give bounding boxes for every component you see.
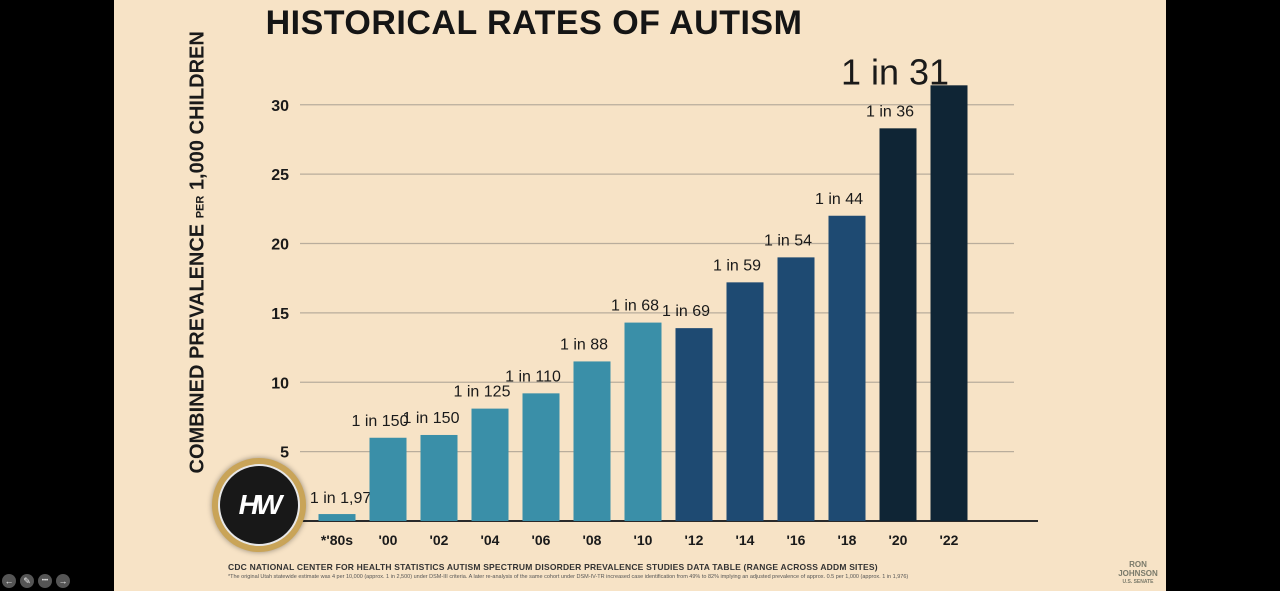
bar bbox=[420, 434, 458, 521]
next-slide-icon[interactable]: → bbox=[56, 574, 70, 588]
data-label: 1 in 1,976 bbox=[310, 490, 380, 507]
data-label: 1 in 44 bbox=[815, 191, 863, 208]
x-tick-label: '18 bbox=[838, 532, 857, 548]
data-label: 1 in 125 bbox=[454, 384, 511, 401]
data-label: 1 in 54 bbox=[764, 232, 812, 249]
data-label: 1 in 59 bbox=[713, 257, 761, 274]
menu-icon[interactable]: ••• bbox=[38, 574, 52, 588]
prev-slide-icon[interactable]: ← bbox=[2, 574, 16, 588]
y-tick-label: 15 bbox=[271, 306, 289, 323]
channel-badge-logo: HW bbox=[218, 464, 300, 546]
chart-title: HISTORICAL RATES OF AUTISM bbox=[265, 4, 803, 42]
y-tick-label: 20 bbox=[271, 237, 289, 254]
bar bbox=[522, 393, 560, 521]
data-label: 1 in 150 bbox=[403, 410, 460, 427]
senator-logo: RON JOHNSON U.S. SENATE bbox=[1111, 560, 1165, 587]
bar bbox=[777, 257, 815, 521]
data-label: 1 in 110 bbox=[505, 368, 561, 385]
bar bbox=[879, 128, 917, 521]
data-label: 1 in 150 bbox=[352, 413, 409, 430]
y-tick-label: 30 bbox=[271, 98, 289, 115]
data-label: 1 in 36 bbox=[866, 103, 914, 120]
slide-nav: ← ✎ ••• → bbox=[2, 574, 70, 588]
x-tick-label: '10 bbox=[634, 532, 653, 548]
y-tick-label: 5 bbox=[280, 445, 289, 462]
pen-tool-icon[interactable]: ✎ bbox=[20, 574, 34, 588]
bar bbox=[930, 85, 968, 521]
bar bbox=[675, 328, 713, 521]
data-label: 1 in 31 bbox=[841, 51, 949, 92]
x-tick-label: '06 bbox=[532, 532, 551, 548]
bar bbox=[471, 408, 509, 521]
y-tick-label: 10 bbox=[271, 375, 289, 392]
bar bbox=[573, 361, 611, 521]
channel-badge: HW bbox=[212, 458, 306, 552]
bar-chart: 5 10 15 20 25 30 *'80s 1 in 1,976 '00 1 in 150 '02… bbox=[271, 51, 1038, 548]
x-tick-label: '00 bbox=[379, 532, 398, 548]
bar bbox=[624, 322, 662, 521]
data-label: 1 in 69 bbox=[662, 303, 710, 320]
y-tick-label: 25 bbox=[271, 167, 289, 184]
footnote: *The original Utah statewide estimate wa… bbox=[228, 574, 909, 580]
x-tick-label: '08 bbox=[583, 532, 602, 548]
x-tick-label: *'80s bbox=[321, 532, 353, 548]
x-tick-label: '04 bbox=[481, 532, 500, 548]
x-tick-label: '02 bbox=[430, 532, 449, 548]
x-tick-label: '16 bbox=[787, 532, 806, 548]
data-label: 1 in 68 bbox=[611, 298, 659, 315]
x-tick-label: '12 bbox=[685, 532, 704, 548]
logo-line-1: RON bbox=[1129, 560, 1147, 569]
bar bbox=[369, 437, 407, 521]
bar bbox=[318, 514, 356, 521]
source-caption: CDC NATIONAL CENTER FOR HEALTH STATISTIC… bbox=[228, 562, 878, 572]
bar bbox=[726, 282, 764, 521]
x-tick-label: '20 bbox=[889, 532, 908, 548]
x-tick-label: '14 bbox=[736, 532, 755, 548]
bar bbox=[828, 215, 866, 521]
x-tick-label: '22 bbox=[940, 532, 959, 548]
logo-line-3: U.S. SENATE bbox=[1122, 579, 1154, 585]
logo-line-2: JOHNSON bbox=[1118, 569, 1158, 578]
data-label: 1 in 88 bbox=[560, 336, 608, 353]
